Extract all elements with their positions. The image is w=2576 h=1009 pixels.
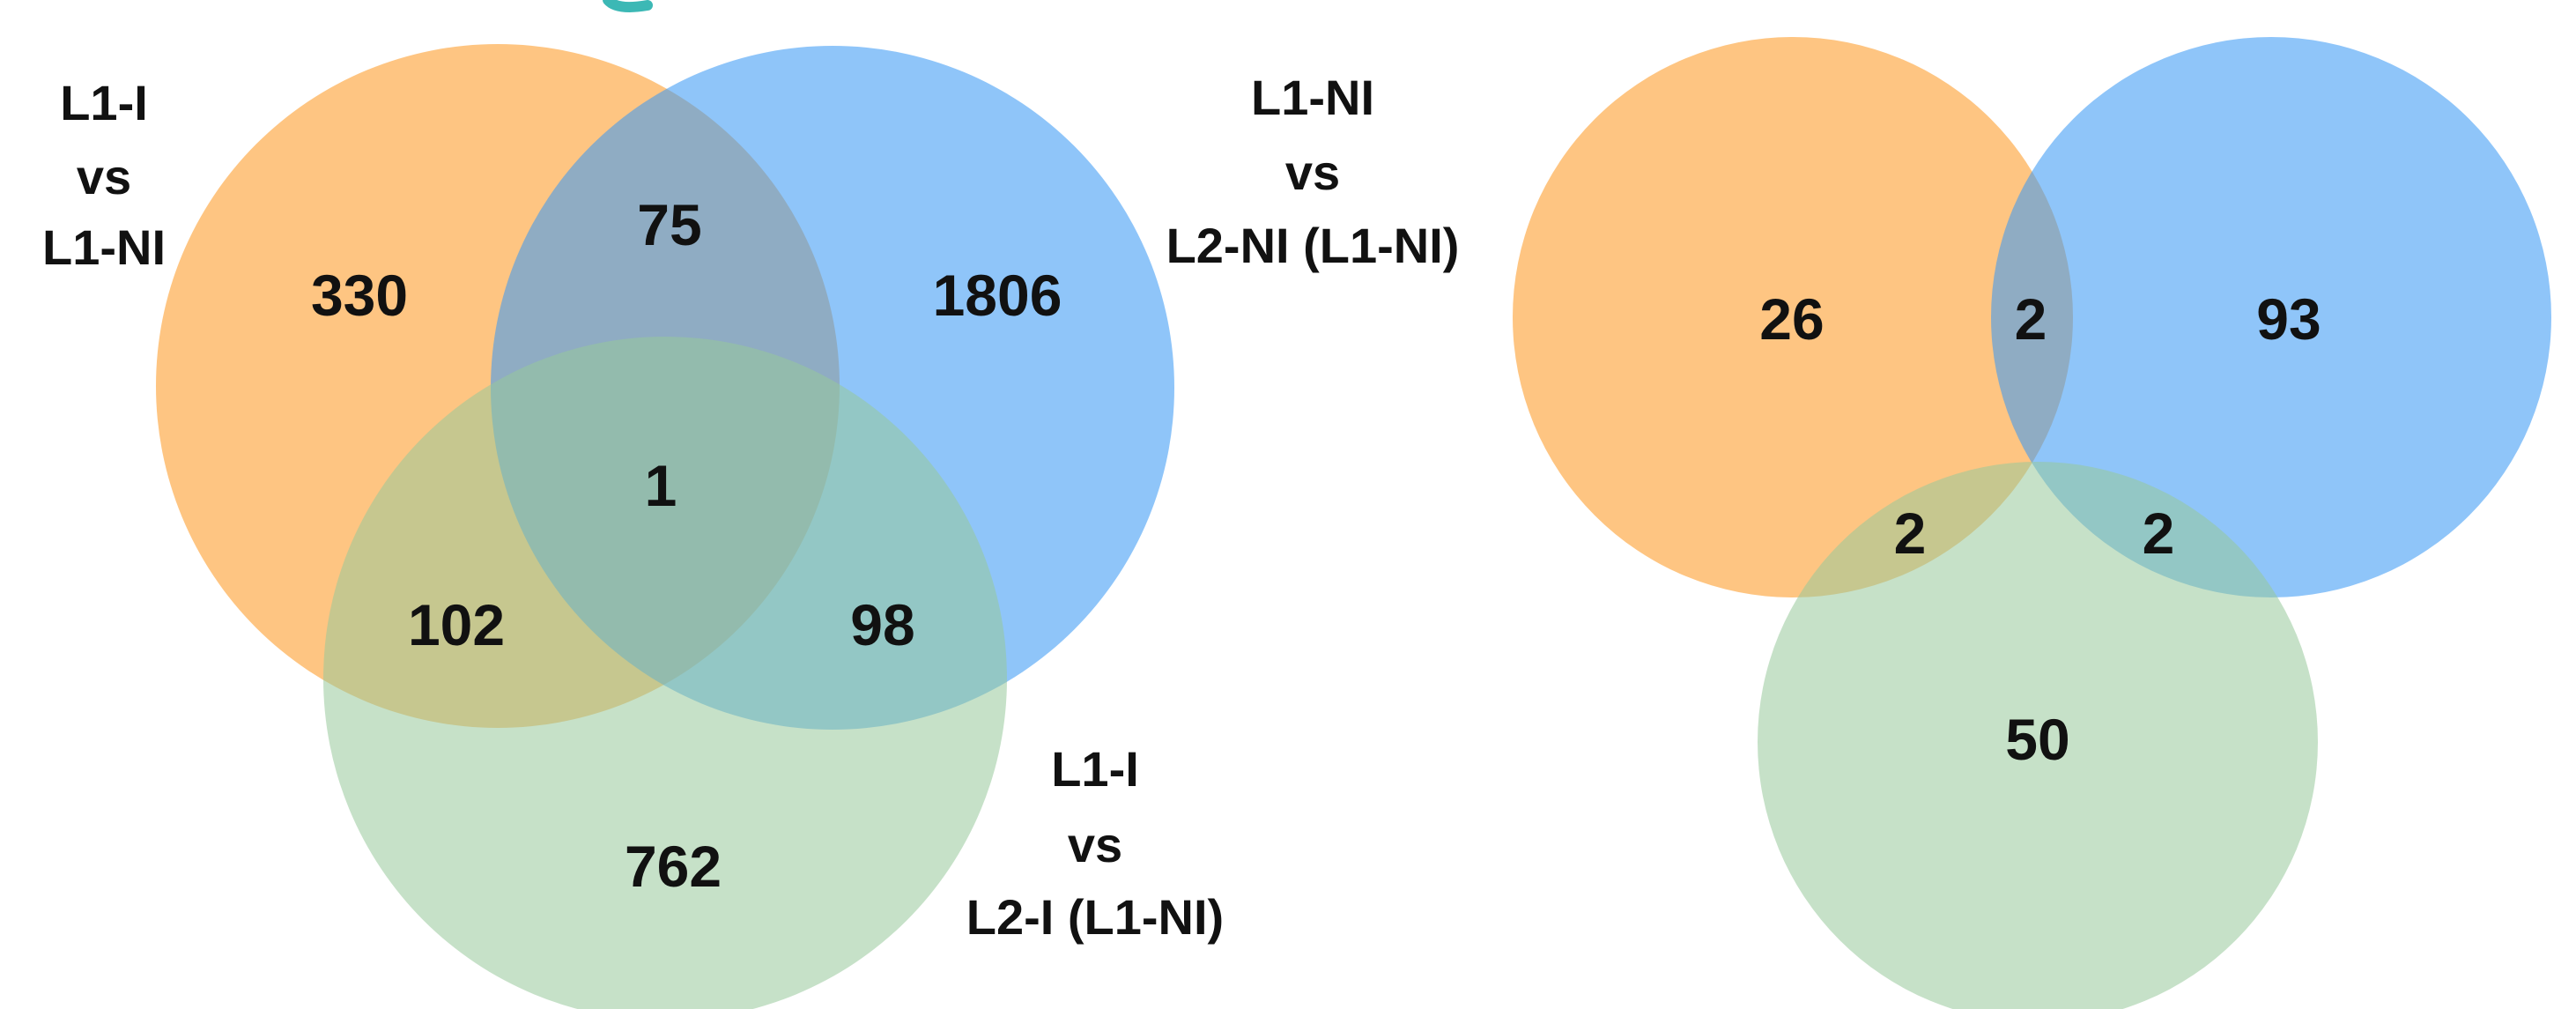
orange-set-label-line-3: L1-NI: [42, 219, 166, 275]
green-set-label-line-3: L2-I (L1-NI): [966, 889, 1224, 945]
right-count-orange-green: 2: [1894, 501, 1927, 566]
left-venn-set-labels: L1-I vs L1-NI L1-NI vs L2-NI (L1-NI) L1-…: [42, 70, 1459, 945]
right-count-orange-blue: 2: [2015, 286, 2047, 352]
blue-set-label-line-3: L2-NI (L1-NI): [1166, 218, 1460, 273]
left-count-all-three: 1: [645, 453, 677, 518]
right-green-circle: [1758, 462, 2318, 1009]
left-count-green-only: 762: [625, 834, 722, 899]
green-set-label-line-2: vs: [1068, 817, 1122, 872]
right-count-green-only: 50: [2005, 707, 2069, 772]
blue-set-label-line-1: L1-NI: [1251, 70, 1374, 125]
blue-set-label-line-2: vs: [1285, 145, 1340, 200]
right-venn-diagram: 26 2 93 2 2 50: [1513, 37, 2551, 1009]
orange-set-label-line-1: L1-I: [60, 75, 148, 130]
right-orange-circle: [1513, 37, 2073, 597]
left-count-orange-blue: 75: [637, 192, 701, 257]
left-count-blue-green: 98: [850, 592, 914, 657]
left-green-circle: [323, 337, 1007, 1009]
left-venn-diagram: 330 75 1806 1 102 98 762: [156, 44, 1174, 1009]
right-count-blue-only: 93: [2256, 286, 2321, 352]
left-count-orange-only: 330: [311, 263, 408, 328]
orange-set-label-line-2: vs: [77, 149, 131, 204]
right-blue-circle: [1991, 37, 2551, 597]
right-count-orange-only: 26: [1759, 286, 1824, 352]
right-count-blue-green: 2: [2143, 501, 2175, 566]
teal-accent-arc: [603, 0, 653, 12]
left-count-blue-only: 1806: [933, 263, 1062, 328]
left-count-orange-green: 102: [408, 592, 505, 657]
green-set-label-line-1: L1-I: [1051, 741, 1139, 797]
